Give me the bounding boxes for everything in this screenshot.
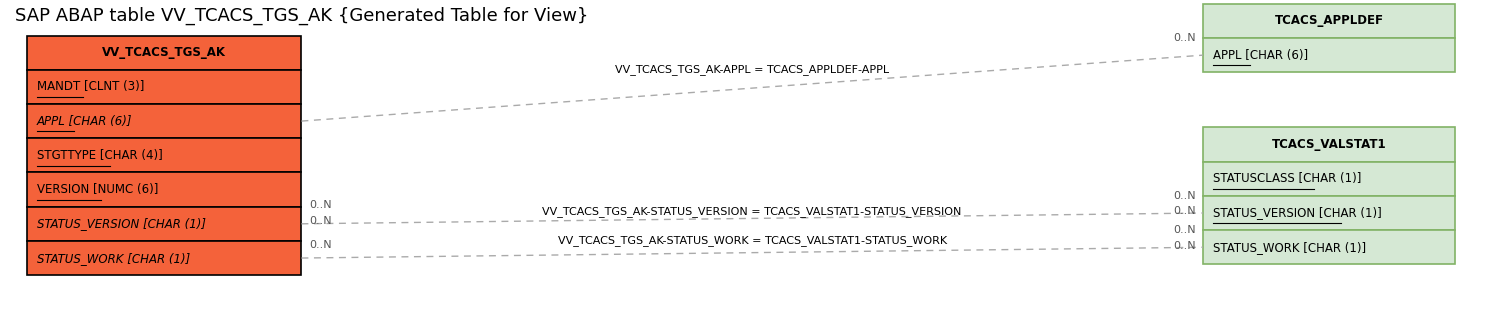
FancyBboxPatch shape	[1203, 4, 1455, 38]
Text: VERSION [NUMC (6)]: VERSION [NUMC (6)]	[37, 183, 159, 196]
Text: STATUS_WORK [CHAR (1)]: STATUS_WORK [CHAR (1)]	[37, 251, 190, 265]
Text: STATUS_WORK [CHAR (1)]: STATUS_WORK [CHAR (1)]	[1213, 241, 1366, 254]
Text: 0..N: 0..N	[1173, 225, 1195, 235]
Text: STGTTYPE [CHAR (4)]: STGTTYPE [CHAR (4)]	[37, 149, 163, 162]
Text: SAP ABAP table VV_TCACS_TGS_AK {Generated Table for View}: SAP ABAP table VV_TCACS_TGS_AK {Generate…	[15, 6, 588, 25]
Text: 0..N: 0..N	[1173, 206, 1195, 217]
Text: VV_TCACS_TGS_AK-STATUS_WORK = TCACS_VALSTAT1-STATUS_WORK: VV_TCACS_TGS_AK-STATUS_WORK = TCACS_VALS…	[557, 235, 947, 246]
Text: VV_TCACS_TGS_AK-STATUS_VERSION = TCACS_VALSTAT1-STATUS_VERSION: VV_TCACS_TGS_AK-STATUS_VERSION = TCACS_V…	[542, 206, 962, 217]
FancyBboxPatch shape	[27, 104, 301, 138]
FancyBboxPatch shape	[27, 36, 301, 70]
Text: MANDT [CLNT (3)]: MANDT [CLNT (3)]	[37, 80, 144, 94]
FancyBboxPatch shape	[1203, 127, 1455, 162]
FancyBboxPatch shape	[27, 207, 301, 241]
Text: 0..N: 0..N	[1173, 191, 1195, 201]
FancyBboxPatch shape	[1203, 38, 1455, 72]
FancyBboxPatch shape	[1203, 230, 1455, 264]
FancyBboxPatch shape	[27, 241, 301, 275]
Text: TCACS_VALSTAT1: TCACS_VALSTAT1	[1271, 138, 1387, 151]
FancyBboxPatch shape	[1203, 196, 1455, 230]
Text: 0..N: 0..N	[309, 240, 331, 250]
Text: TCACS_APPLDEF: TCACS_APPLDEF	[1274, 14, 1384, 28]
FancyBboxPatch shape	[27, 70, 301, 104]
FancyBboxPatch shape	[1203, 162, 1455, 196]
Text: 0..N: 0..N	[1173, 33, 1195, 43]
FancyBboxPatch shape	[27, 138, 301, 172]
Text: STATUS_VERSION [CHAR (1)]: STATUS_VERSION [CHAR (1)]	[1213, 206, 1383, 220]
Text: STATUSCLASS [CHAR (1)]: STATUSCLASS [CHAR (1)]	[1213, 172, 1362, 185]
Text: 0..N: 0..N	[1173, 241, 1195, 251]
Text: APPL [CHAR (6)]: APPL [CHAR (6)]	[1213, 49, 1308, 62]
Text: 0..N: 0..N	[309, 216, 331, 226]
Text: VV_TCACS_TGS_AK-APPL = TCACS_APPLDEF-APPL: VV_TCACS_TGS_AK-APPL = TCACS_APPLDEF-APP…	[615, 64, 890, 74]
Text: STATUS_VERSION [CHAR (1)]: STATUS_VERSION [CHAR (1)]	[37, 217, 206, 230]
Text: 0..N: 0..N	[309, 200, 331, 210]
FancyBboxPatch shape	[27, 172, 301, 207]
Text: VV_TCACS_TGS_AK: VV_TCACS_TGS_AK	[102, 46, 226, 59]
Text: APPL [CHAR (6)]: APPL [CHAR (6)]	[37, 114, 132, 128]
